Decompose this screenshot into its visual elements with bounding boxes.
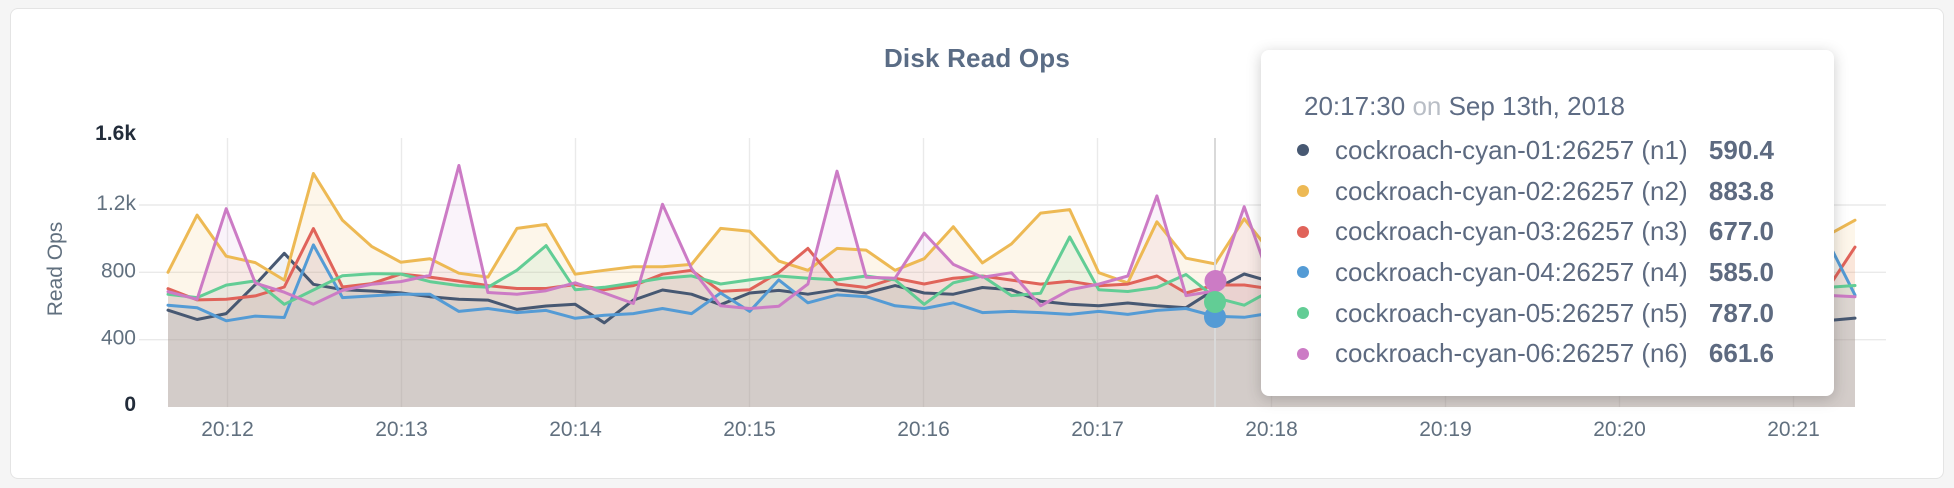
svg-text:20:16: 20:16: [897, 418, 950, 441]
svg-text:Read Ops: Read Ops: [44, 222, 67, 317]
svg-text:20:19: 20:19: [1419, 418, 1472, 441]
svg-text:400: 400: [101, 327, 136, 350]
svg-text:0: 0: [124, 393, 136, 416]
svg-text:20:14: 20:14: [549, 418, 602, 441]
svg-text:800: 800: [101, 259, 136, 282]
svg-text:20:21: 20:21: [1767, 418, 1820, 441]
svg-text:1.6k: 1.6k: [95, 122, 136, 145]
svg-text:20:13: 20:13: [375, 418, 428, 441]
svg-text:20:15: 20:15: [723, 418, 776, 441]
svg-text:1.2k: 1.2k: [96, 192, 136, 215]
svg-text:20:17: 20:17: [1071, 418, 1124, 441]
svg-text:20:18: 20:18: [1245, 418, 1298, 441]
svg-text:20:12: 20:12: [201, 418, 254, 441]
svg-text:20:20: 20:20: [1593, 418, 1646, 441]
